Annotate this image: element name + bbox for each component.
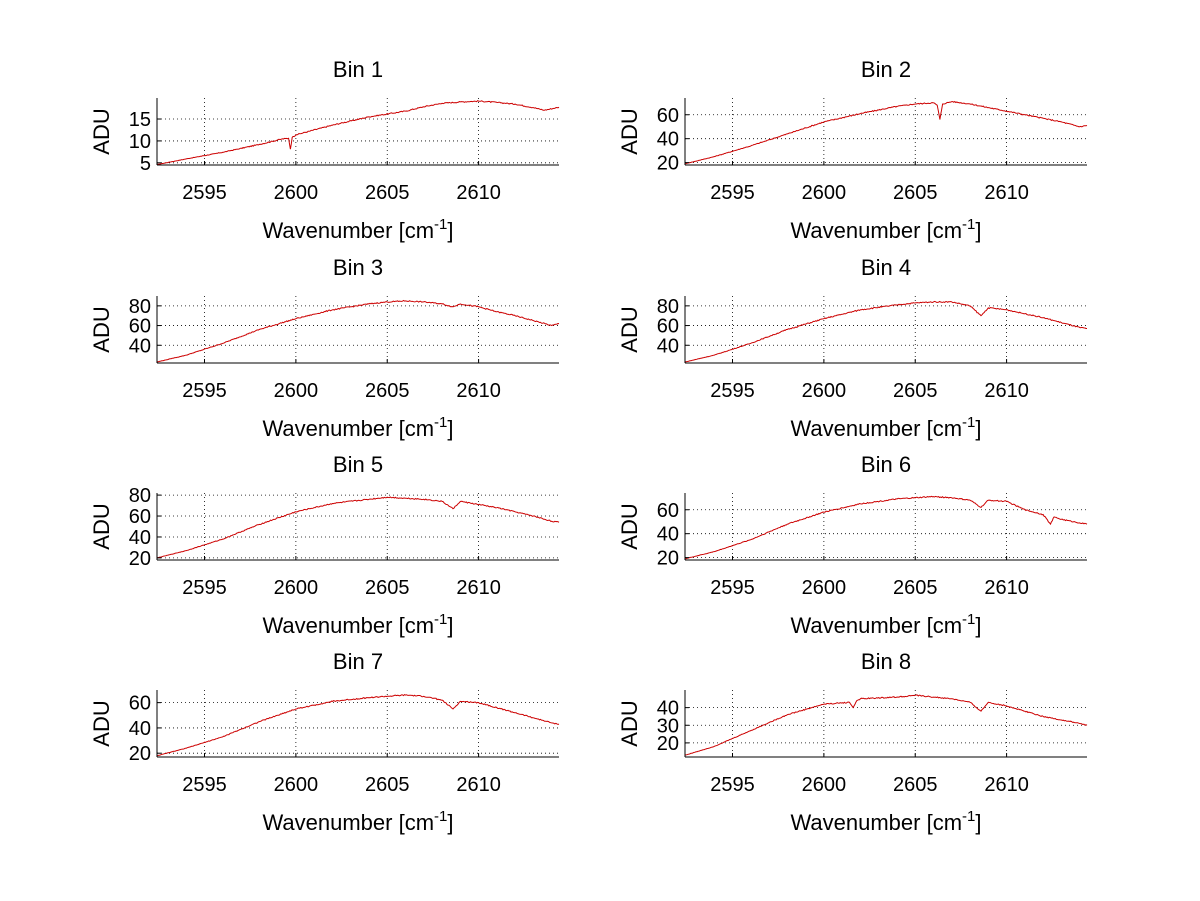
x-tick-label: 2595 <box>710 380 755 402</box>
x-tick-label: 2600 <box>802 380 847 402</box>
x-tick-label: 2610 <box>984 774 1029 796</box>
x-tick-label: 2610 <box>984 182 1029 204</box>
y-tick-label: 20 <box>657 153 679 175</box>
x-axis-label: Wavenumber [cm-1] <box>790 808 981 835</box>
x-tick-label: 2605 <box>365 577 410 599</box>
x-tick-label: 2605 <box>893 577 938 599</box>
y-axis-label: ADU <box>89 306 114 352</box>
y-tick-label: 80 <box>657 296 679 318</box>
y-tick-label: 60 <box>657 316 679 338</box>
subplot-title: Bin 2 <box>861 57 911 82</box>
x-axis-label: Wavenumber [cm-1] <box>262 808 453 835</box>
x-tick-label: 2595 <box>710 182 755 204</box>
y-tick-label: 80 <box>129 485 151 507</box>
subplot-title: Bin 3 <box>333 255 383 280</box>
x-axis-label: Wavenumber [cm-1] <box>790 216 981 243</box>
y-tick-label: 60 <box>657 105 679 127</box>
x-tick-label: 2595 <box>182 774 227 796</box>
series-line <box>684 300 1087 363</box>
y-tick-label: 20 <box>129 743 151 765</box>
subplot-title: Bin 6 <box>861 452 911 477</box>
x-tick-label: 2605 <box>365 380 410 402</box>
subplot-title: Bin 8 <box>861 649 911 674</box>
y-axis-label: ADU <box>89 503 114 549</box>
subplot-7: 2595 2600 2605 2610 20 40 60 Bin 7 ADU Wavenumber… <box>89 649 560 835</box>
y-tick-label: 60 <box>129 693 151 715</box>
x-tick-label: 2605 <box>893 774 938 796</box>
x-tick-label: 2595 <box>710 577 755 599</box>
x-tick-label: 2595 <box>182 577 227 599</box>
x-axis-label: Wavenumber [cm-1] <box>262 216 453 243</box>
series-line <box>156 496 560 559</box>
y-tick-label: 40 <box>657 524 679 546</box>
x-tick-label: 2600 <box>802 774 847 796</box>
y-tick-label: 40 <box>129 718 151 740</box>
x-tick-label: 2600 <box>274 380 319 402</box>
x-tick-label: 2610 <box>456 577 501 599</box>
subplot-title: Bin 5 <box>333 452 383 477</box>
x-tick-label: 2605 <box>893 182 938 204</box>
x-tick-label: 2600 <box>802 577 847 599</box>
y-tick-label: 20 <box>129 548 151 570</box>
y-tick-label: 60 <box>129 316 151 338</box>
x-tick-label: 2600 <box>274 577 319 599</box>
y-tick-label: 60 <box>129 506 151 528</box>
series-line <box>156 299 560 363</box>
y-tick-label: 20 <box>657 548 679 570</box>
y-tick-label: 15 <box>129 109 151 131</box>
series-line <box>684 495 1088 560</box>
x-tick-label: 2595 <box>182 380 227 402</box>
series-line <box>156 99 560 166</box>
y-tick-label: 30 <box>657 715 679 737</box>
x-tick-label: 2605 <box>893 380 938 402</box>
y-axis-label: ADU <box>617 503 642 549</box>
x-tick-label: 2610 <box>984 380 1029 402</box>
x-axis-label: Wavenumber [cm-1] <box>790 414 981 441</box>
y-axis-label: ADU <box>617 306 642 352</box>
x-tick-label: 2605 <box>365 182 410 204</box>
y-axis-label: ADU <box>617 108 642 154</box>
y-tick-label: 40 <box>657 335 679 357</box>
x-tick-label: 2595 <box>182 182 227 204</box>
y-tick-label: 5 <box>140 153 151 175</box>
subplot-title: Bin 4 <box>861 255 911 280</box>
series-line <box>684 100 1088 165</box>
x-tick-label: 2600 <box>274 182 319 204</box>
x-axis-label: Wavenumber [cm-1] <box>790 611 981 638</box>
y-tick-label: 40 <box>657 698 679 720</box>
y-tick-label: 20 <box>657 733 679 755</box>
x-axis-label: Wavenumber [cm-1] <box>262 611 453 638</box>
y-axis-label: ADU <box>89 108 114 154</box>
subplot-title: Bin 1 <box>333 57 383 82</box>
x-tick-label: 2610 <box>456 774 501 796</box>
x-tick-label: 2600 <box>802 182 847 204</box>
y-tick-label: 60 <box>657 500 679 522</box>
y-tick-label: 40 <box>129 527 151 549</box>
x-tick-label: 2605 <box>365 774 410 796</box>
subplot-title: Bin 7 <box>333 649 383 674</box>
series-line <box>156 693 560 757</box>
y-tick-label: 40 <box>657 129 679 151</box>
y-axis-label: ADU <box>617 700 642 746</box>
x-tick-label: 2610 <box>456 182 501 204</box>
x-tick-label: 2600 <box>274 774 319 796</box>
x-tick-label: 2595 <box>710 774 755 796</box>
y-tick-label: 80 <box>129 296 151 318</box>
series-line <box>684 694 1088 756</box>
y-tick-label: 10 <box>129 131 151 153</box>
x-axis-label: Wavenumber [cm-1] <box>262 414 453 441</box>
x-tick-label: 2610 <box>984 577 1029 599</box>
y-tick-label: 40 <box>129 335 151 357</box>
x-tick-label: 2610 <box>456 380 501 402</box>
y-axis-label: ADU <box>89 700 114 746</box>
